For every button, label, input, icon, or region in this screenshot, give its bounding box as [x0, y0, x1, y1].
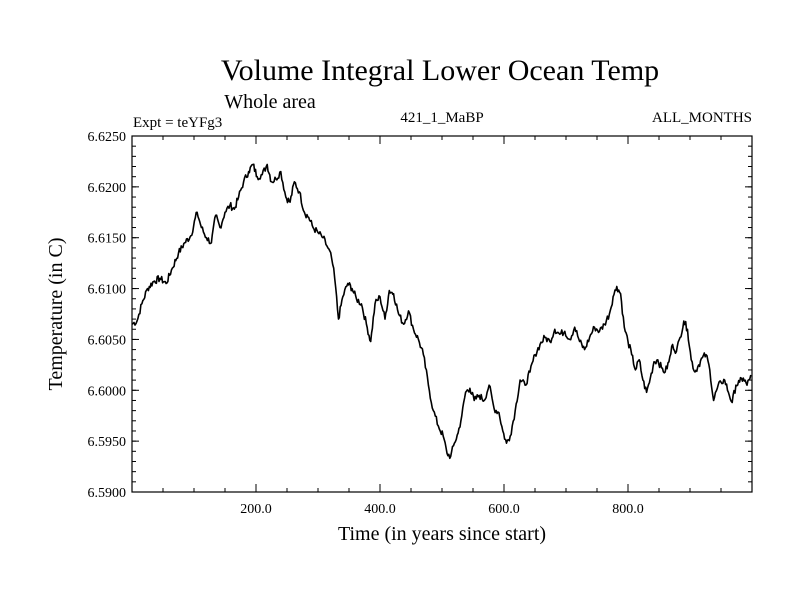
x-tick-label: 800.0: [612, 502, 644, 517]
period-label: 421_1_MaBP: [400, 110, 483, 126]
plot-frame: [131, 135, 753, 493]
y-tick-label: 6.5900: [88, 486, 127, 501]
x-tick-label: 200.0: [240, 502, 272, 517]
x-tick-label: 400.0: [364, 502, 396, 517]
y-tick-label: 6.6200: [88, 181, 127, 196]
x-axis-ticks: 200.0 400.0 600.0 800.0: [162, 136, 722, 517]
y-tick-label: 6.6100: [88, 283, 127, 298]
y-tick-label: 6.5950: [88, 435, 127, 450]
experiment-label: Expt = teYFg3: [133, 115, 222, 131]
y-axis-label: Temperature (in C): [45, 238, 67, 391]
chart-title: Volume Integral Lower Ocean Temp: [221, 54, 659, 87]
chart-subtitle: Whole area: [224, 91, 316, 113]
y-tick-label: 6.6150: [88, 232, 127, 247]
y-tick-label: 6.6050: [88, 333, 127, 348]
x-tick-label: 600.0: [488, 502, 520, 517]
series-line: [131, 163, 752, 460]
x-axis-label: Time (in years since start): [338, 523, 546, 545]
y-tick-label: 6.6250: [88, 130, 127, 145]
y-axis-ticks: 6.5900 6.5950 6.6000 6.6050 6.6100 6.6150 6.62…: [88, 130, 752, 501]
y-tick-label: 6.6000: [88, 384, 127, 399]
months-label: ALL_MONTHS: [652, 110, 752, 126]
